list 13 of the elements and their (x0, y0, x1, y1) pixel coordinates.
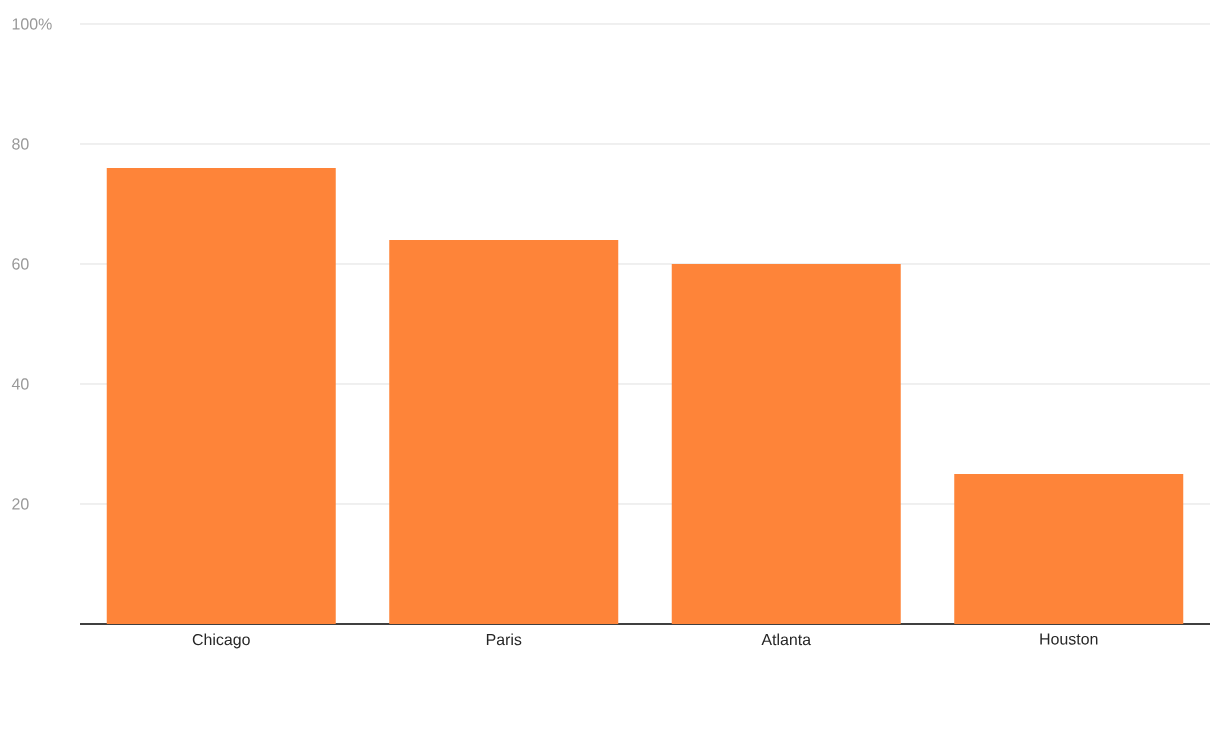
y-tick-label: 80 (12, 138, 29, 150)
bar (671, 263, 901, 624)
x-tick-label: Paris (486, 633, 522, 646)
y-tick-label: 60 (12, 258, 29, 270)
bar (389, 239, 619, 624)
x-tick-label: Chicago (192, 633, 250, 649)
y-tick-label: 100% (12, 18, 52, 30)
bar (106, 167, 336, 624)
x-tick-label: Atlanta (761, 633, 812, 646)
x-tick-label: Houston (1040, 633, 1098, 645)
y-tick-label: 40 (11, 378, 29, 390)
bar (954, 474, 1184, 624)
y-tick-label: 20 (12, 498, 29, 510)
